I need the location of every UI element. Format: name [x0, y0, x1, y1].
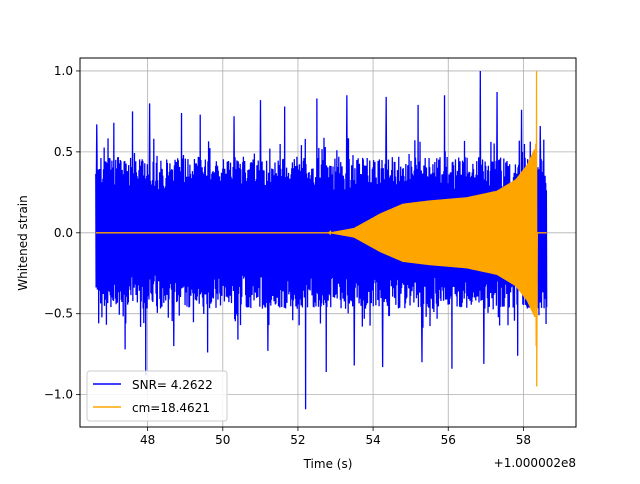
- x-tick-label: 48: [140, 433, 155, 447]
- y-tick-label: −1.0: [44, 388, 73, 402]
- legend-box: [86, 370, 228, 422]
- plot-area: [95, 70, 548, 410]
- y-tick-label: 0.5: [54, 145, 73, 159]
- x-tick-label: 50: [215, 433, 230, 447]
- y-ticks: −1.0 −0.5 0.0 0.5 1.0: [44, 64, 80, 402]
- y-tick-label: 0.0: [54, 226, 73, 240]
- y-tick-label: −0.5: [44, 307, 73, 321]
- x-tick-label: 52: [290, 433, 305, 447]
- y-axis-label: Whitened strain: [16, 195, 30, 291]
- legend-label-snr: SNR= 4.2622: [132, 378, 213, 392]
- x-ticks: 48 50 52 54 56 58: [140, 427, 531, 447]
- x-axis-label: Time (s): [303, 457, 353, 471]
- x-tick-label: 58: [516, 433, 531, 447]
- x-axis-offset-label: +1.000002e8: [494, 456, 576, 470]
- series-cm-line: [95, 70, 547, 387]
- y-tick-label: 1.0: [54, 64, 73, 78]
- legend: SNR= 4.2622 cm=18.4621: [86, 370, 228, 422]
- series-layer: [95, 70, 548, 410]
- x-tick-label: 56: [441, 433, 456, 447]
- x-tick-label: 54: [365, 433, 380, 447]
- legend-label-cm: cm=18.4621: [132, 401, 210, 415]
- axes-frame: [79, 57, 577, 428]
